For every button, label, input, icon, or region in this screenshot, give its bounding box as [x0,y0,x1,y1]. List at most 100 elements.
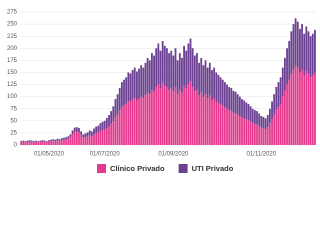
bar-segment [95,126,98,133]
bar-segment [43,141,46,145]
bar-segment [120,82,123,107]
bar-segment [103,129,106,145]
bar-segment [105,117,108,129]
bar-segment [144,62,147,96]
bar-segment [52,140,55,145]
bar-segment [307,31,310,74]
bar-segment [243,118,246,145]
bar-segment [103,120,106,130]
y-tick-label: 175 [7,58,18,64]
bar-segment [125,103,128,145]
bar-segment [93,134,95,145]
bar-segment [279,104,282,145]
bar-segment [301,69,303,145]
bar-segment [75,127,78,132]
bar-segment [172,55,175,92]
bar-segment [60,140,63,145]
bar-segment [281,67,284,97]
bar-segment [247,120,250,145]
bar-segment [166,86,168,145]
bar-segment [20,141,22,143]
bar-segment [273,114,276,145]
bar-segment [264,129,267,145]
bar-segment [294,65,297,145]
bar-segment [112,121,115,145]
bar-segment [65,139,68,145]
bar-segment [271,101,273,119]
bar-segment [129,73,132,102]
bar-segment [33,142,35,145]
bar-segment [228,86,231,111]
bar-segment [127,100,130,145]
bar-segment [236,94,239,115]
bar-segment [80,131,83,135]
bar-segment [45,141,48,143]
bar-segment [138,98,140,145]
bar-segment [204,94,207,145]
bar-segment [73,131,76,145]
bar-segment [140,96,143,145]
bar-segment [202,65,205,98]
legend-swatch [178,164,188,173]
bar-segment [264,118,267,130]
bar-segment [251,108,254,124]
bar-segment [153,91,155,145]
bar-segment [172,91,175,145]
bar-segment [20,142,22,145]
bar-segment [208,95,211,145]
bar-segment [71,130,74,135]
bar-segment [262,128,265,145]
bar-segment [157,84,160,145]
bar-segment [135,100,138,145]
bar-segment [161,82,164,145]
bar-segment [60,138,63,141]
y-tick-label: 250 [7,22,18,28]
bar-segment [236,114,239,145]
y-tick-label: 100 [7,94,18,100]
bar-segment [292,24,295,70]
bar-segment [63,137,65,140]
bar-segment [88,135,91,145]
bar-segment [50,141,53,145]
bar-segment [215,101,218,145]
bar-segment [176,60,179,95]
bar-segment [163,45,166,86]
bar-segment [168,89,170,145]
bar-segment [28,141,31,145]
bar-segment [279,77,282,105]
bar-segment [221,105,224,145]
bar-segment [131,70,134,100]
bar-segment [187,43,190,85]
bar-segment [95,132,98,145]
bar-segment [116,94,119,115]
bar-segment [232,90,235,113]
bar-segment [294,18,297,66]
bar-segment [138,68,140,99]
bar-segment [78,128,80,133]
bar-segment [86,136,89,145]
bar-segment [288,80,291,145]
bar-segment [30,140,33,142]
bar-segment [178,53,181,90]
bar-segment [232,112,235,145]
bar-segment [268,108,271,124]
bar-segment [296,67,299,145]
bar-segment [288,41,291,81]
bar-segment [67,136,70,139]
bar-segment [234,91,237,114]
bar-segment [219,77,222,105]
bar-segment [54,139,57,142]
bar-segment [90,131,93,137]
bar-segment [228,110,231,145]
bar-segment [129,101,132,145]
bar-segment [110,124,113,145]
legend-label: UTI Privado [192,164,234,173]
bar-segment [28,140,31,142]
bar-segment [135,71,138,101]
y-tick-label: 150 [7,70,18,76]
y-tick-label: 0 [14,143,18,149]
bar-segment [183,85,185,145]
y-tick-label: 225 [7,34,18,40]
bar-segment [90,136,93,145]
bar-segment [101,121,104,131]
